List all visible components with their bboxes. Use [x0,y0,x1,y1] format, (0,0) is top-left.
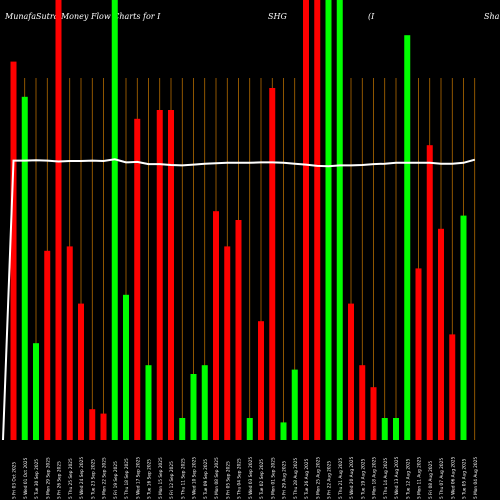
date-tick-label: 5 Fri 22 Aug 2025 [327,461,333,499]
date-tick-label: 5 Wed 10 Sep 2025 [192,457,198,499]
money-flow-bar [201,365,208,440]
chart-title-right: Sha [484,12,500,21]
money-flow-bar [460,215,467,440]
money-flow-bar [404,35,411,440]
date-tick-label: 5 Mon 25 Aug 2025 [315,457,321,499]
money-flow-bar [314,0,321,440]
money-flow-bar [359,365,366,440]
money-flow-bar [303,0,309,440]
date-tick-label: 5 Thu 07 Aug 2025 [439,458,445,499]
date-tick-label: 5 Fri 29 Aug 2025 [282,461,288,499]
money-flow-bar [213,211,219,440]
date-tick-label: 5 Tue 16 Sep 2025 [147,459,153,499]
date-tick-label: 5 Mon 15 Sep 2025 [158,457,164,499]
money-flow-bar [449,334,456,440]
date-tick-label: 5 Wed 01 Oct 2025 [23,457,29,499]
money-flow-bar [370,387,377,440]
money-flow-bar [224,246,231,440]
money-flow-bar [190,374,197,440]
money-flow-bar [393,418,399,440]
date-tick-label: 5 Wed 20 Aug 2025 [349,456,355,499]
date-tick-label: 5 Mon 18 Aug 2025 [372,457,378,499]
date-tick-label: 5 Wed 17 Sep 2025 [135,457,141,499]
chart-title-paren: (I [368,12,375,21]
trend-line [2,158,476,441]
money-flow-bar [438,228,444,440]
date-labels: 5 Fri 03 Oct 2025 5 Wed 01 Oct 2025 5 Tue … [12,456,479,499]
money-flow-bar [33,343,39,440]
date-tick-label: 5 Wed 24 Sep 2025 [79,457,85,499]
date-tick-label: 5 Tue 05 Aug 2025 [462,458,468,499]
date-tick-label: 5 Tue 19 Aug 2025 [360,458,366,499]
date-tick-label: 5 Tue 26 Aug 2025 [304,458,310,499]
money-flow-bar [258,321,264,440]
chart-title-symbol: SHG [268,12,287,21]
money-flow-bar [280,422,287,440]
money-flow-bar [246,418,253,440]
date-tick-label: 5 Fri 05 Sep 2025 [225,461,231,499]
date-tick-label: 5 Thu 11 Sep 2025 [180,458,186,499]
money-flow-bar [381,418,388,440]
money-flow-bar [325,0,332,440]
money-flow-bars [10,0,467,441]
money-flow-bar [21,96,28,441]
chart-title-left: MunafaSutra Money Flow Charts for I [5,12,161,21]
date-tick-label: 5 Tue 23 Sep 2025 [90,459,96,499]
date-tick-label: 5 Thu 28 Aug 2025 [293,458,299,499]
date-tick-label: 5 Tue 09 Sep 2025 [203,459,209,499]
money-flow-bar [235,220,242,440]
date-tick-label: 5 Wed 06 Aug 2025 [450,456,456,499]
date-tick-label: 5 Tue 02 Sep 2025 [259,459,265,499]
date-tick-label: 5 Mon 29 Sep 2025 [45,457,51,499]
money-flow-bar [123,294,129,440]
money-flow-bar [426,145,433,440]
date-tick-label: 5 Tue 12 Aug 2025 [405,458,411,499]
date-tick-label: 5 Fri 26 Sep 2025 [57,461,63,499]
date-tick-label: 5 Tue 30 Sep 2025 [34,459,40,499]
money-flow-bar [55,0,62,440]
date-tick-label: 5 Mon 11 Aug 2025 [417,457,423,499]
money-flow-bar [100,413,107,440]
date-tick-label: 5 Thu 25 Sep 2025 [68,458,74,499]
money-flow-bar [66,246,73,440]
chart-header: MunafaSutra Money Flow Charts for I SHG … [0,12,500,26]
date-tick-label: 5 Wed 13 Aug 2025 [394,456,400,499]
trend-line-layer [2,158,476,441]
date-tick-label: 5 Fri 19 Sep 2025 [113,461,119,499]
money-flow-bar [44,250,51,440]
money-flow-bar [10,61,17,440]
money-flow-bar [111,0,118,440]
date-tick-label: 5 Mon 04 Aug 2025 [473,457,479,499]
date-tick-label: 5 Fri 03 Oct 2025 [12,462,18,499]
money-flow-bar [89,409,96,440]
date-tick-label: 5 Thu 04 Sep 2025 [237,458,243,499]
money-flow-bar [156,110,163,440]
date-tick-label: 5 Thu 18 Sep 2025 [124,458,130,499]
money-flow-bar [291,369,298,440]
date-tick-label: 5 Wed 03 Sep 2025 [248,457,254,499]
date-tick-label: 5 Mon 08 Sep 2025 [214,457,220,499]
money-flow-bar [269,88,276,440]
money-flow-bar [134,118,141,441]
date-tick-label: 5 Mon 22 Sep 2025 [102,457,108,499]
money-flow-bar [336,0,343,440]
date-tick-label: 5 Fri 08 Aug 2025 [428,461,434,499]
money-flow-bar [78,303,84,440]
money-flow-bar [348,303,354,440]
money-flow-bar [168,110,174,440]
date-tick-label: 5 Thu 21 Aug 2025 [338,458,344,499]
money-flow-bar [179,418,186,440]
money-flow-bar [145,365,152,440]
date-tick-label: 5 Thu 14 Aug 2025 [383,458,389,499]
money-flow-bar [415,268,422,440]
date-tick-label: 5 Mon 01 Sep 2025 [270,457,276,499]
date-tick-label: 5 Fri 12 Sep 2025 [169,461,175,499]
